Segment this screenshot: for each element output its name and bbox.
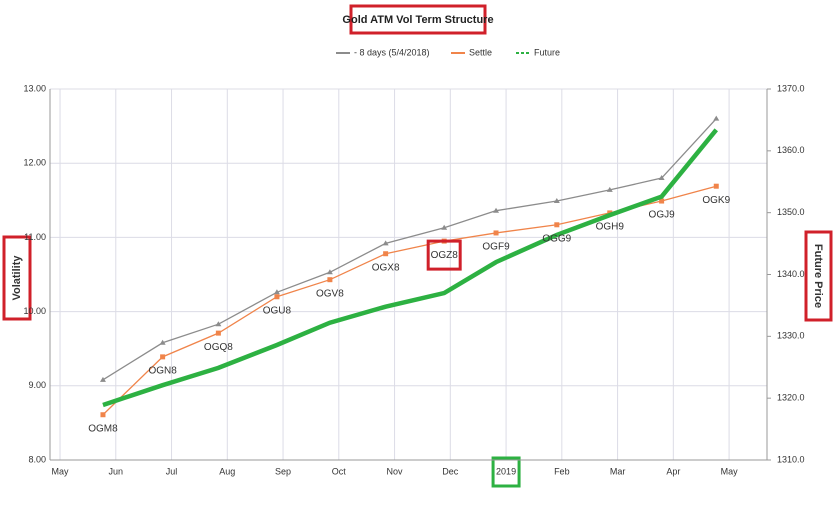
series-line bbox=[102, 118, 717, 381]
x-tick-label: Jun bbox=[109, 466, 124, 476]
point bbox=[327, 277, 333, 283]
point-label: OGN8 bbox=[148, 366, 177, 377]
y2-tick-label: 1310.0 bbox=[777, 454, 805, 464]
y2-tick-label: 1360.0 bbox=[777, 145, 805, 155]
legend-label: Settle bbox=[469, 47, 492, 57]
point bbox=[713, 115, 720, 121]
point-label: OGM8 bbox=[88, 423, 118, 434]
x-tick-label: Mar bbox=[610, 466, 626, 476]
y2-tick-label: 1340.0 bbox=[777, 269, 805, 279]
y-tick-label: 9.00 bbox=[28, 380, 46, 390]
point bbox=[493, 207, 500, 213]
point bbox=[160, 354, 166, 360]
x-tick-label: Aug bbox=[219, 466, 235, 476]
point-label: OGZ8 bbox=[431, 250, 459, 261]
y-label-highlight bbox=[2, 235, 32, 321]
x-label-highlight bbox=[491, 456, 521, 488]
point bbox=[658, 175, 665, 181]
x-tick-label: Feb bbox=[554, 466, 570, 476]
point-label: OGG9 bbox=[542, 233, 571, 244]
point bbox=[606, 186, 613, 192]
x-tick-label: May bbox=[52, 466, 70, 476]
y2-tick-label: 1320.0 bbox=[777, 393, 805, 403]
y2-axis-label: Future Price bbox=[812, 244, 824, 308]
y-axis-label: Volatility bbox=[11, 255, 23, 301]
point bbox=[273, 289, 280, 295]
chart-title: Gold ATM Vol Term Structure bbox=[342, 14, 493, 26]
point bbox=[326, 269, 333, 275]
y2-tick-label: 1350.0 bbox=[777, 207, 805, 217]
point bbox=[553, 198, 560, 204]
y2-label-highlight bbox=[804, 230, 833, 322]
point-label: OGK9 bbox=[702, 195, 730, 206]
point-label: OGQ8 bbox=[204, 342, 233, 353]
y-tick-label: 8.00 bbox=[28, 454, 46, 464]
point bbox=[554, 222, 560, 228]
point-label: OGU8 bbox=[263, 305, 292, 316]
x-tick-label: Dec bbox=[442, 466, 459, 476]
point-label: OGF9 bbox=[482, 242, 510, 253]
point bbox=[215, 321, 222, 327]
point-label: OGH9 bbox=[596, 222, 625, 233]
point-label: OGX8 bbox=[372, 262, 400, 273]
x-tick-label: May bbox=[721, 466, 739, 476]
point bbox=[659, 198, 665, 204]
point bbox=[100, 412, 106, 418]
y2-tick-label: 1370.0 bbox=[777, 83, 805, 93]
y-tick-label: 11.00 bbox=[24, 232, 46, 242]
x-tick-label: Nov bbox=[387, 466, 404, 476]
y2-tick-label: 1330.0 bbox=[777, 331, 805, 341]
point bbox=[159, 339, 166, 345]
point bbox=[441, 224, 448, 230]
point bbox=[274, 294, 280, 300]
point bbox=[99, 376, 106, 382]
point bbox=[382, 240, 389, 246]
x-tick-label: Sep bbox=[275, 466, 291, 476]
y-tick-label: 12.00 bbox=[23, 158, 46, 168]
legend-label: - 8 days (5/4/2018) bbox=[354, 47, 430, 57]
point-label-highlight bbox=[426, 239, 462, 271]
title-highlight bbox=[349, 4, 487, 35]
point-label: OGJ9 bbox=[649, 210, 676, 221]
series-line bbox=[102, 128, 719, 408]
x-tick-label: Jul bbox=[166, 466, 178, 476]
legend-label: Future bbox=[534, 47, 560, 57]
x-tick-label: Apr bbox=[666, 466, 680, 476]
y-tick-label: 13.00 bbox=[23, 83, 46, 93]
x-tick-label: Oct bbox=[332, 466, 347, 476]
point bbox=[383, 251, 389, 257]
point bbox=[493, 230, 499, 236]
point bbox=[713, 183, 719, 189]
y-tick-label: 10.00 bbox=[23, 306, 46, 316]
point-label: OGV8 bbox=[316, 288, 344, 299]
point bbox=[215, 330, 221, 336]
x-tick-label: 2019 bbox=[496, 466, 516, 476]
